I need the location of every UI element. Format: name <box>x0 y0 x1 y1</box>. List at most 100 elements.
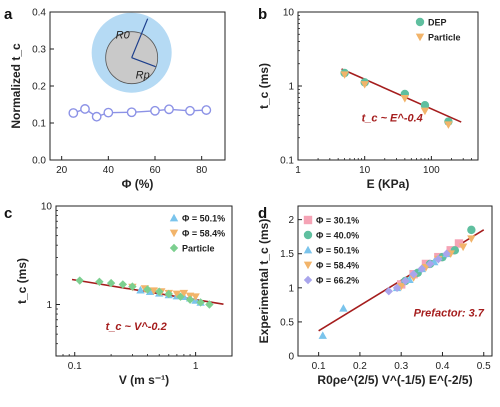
panel-letter-a: a <box>4 6 13 23</box>
x-tick-label-a: 80 <box>196 165 208 176</box>
y-tick-label-c: 1 <box>46 300 52 311</box>
y-axis-label-a: Normalized t_c <box>9 43 23 129</box>
data-point <box>205 300 214 309</box>
data-point <box>201 105 212 115</box>
data-point <box>417 264 427 273</box>
data-point <box>75 276 84 285</box>
x-axis-label-d: R0ρe^(2/5) V^(-1/5) E^(-2/5) <box>317 373 472 387</box>
data-point <box>164 104 174 115</box>
data-point <box>401 276 410 286</box>
data-point <box>126 107 137 118</box>
y-tick-label-a: 0.2 <box>32 82 46 93</box>
inset-r0-arrow <box>131 18 149 58</box>
plot-frame-d <box>297 205 493 357</box>
y-tick-label-a: 0.4 <box>32 8 46 19</box>
inset-rp-arrow <box>131 57 156 68</box>
legend-marker <box>303 261 313 270</box>
legend-marker <box>415 17 425 27</box>
data-point <box>164 289 173 299</box>
x-tick-label-c: 0.1 <box>68 361 82 372</box>
data-point <box>128 282 137 291</box>
y-tick-label-d: 2 <box>288 215 294 226</box>
data-point <box>392 283 402 293</box>
y-tick-label-a: 0.1 <box>32 119 46 130</box>
y-tick-label-d: 1.5 <box>280 249 294 260</box>
fit-label-d: Prefactor: 3.7 <box>414 307 485 319</box>
data-point <box>467 225 476 235</box>
panel-letter-b: b <box>258 6 267 23</box>
data-point <box>384 287 394 296</box>
y-tick-label-d: 1 <box>288 283 294 294</box>
data-point <box>318 331 327 339</box>
y-axis-label-c: t_c (ms) <box>15 258 29 304</box>
panel-d: d 0.1 0.2 0.3 0.4 0.5 0 0.5 1 1.5 2 R0ρe^(2/5) V^(-… <box>257 205 493 387</box>
inset-label-r0: R0 <box>116 30 131 42</box>
data-point <box>106 278 116 288</box>
data-point <box>340 71 349 79</box>
inset-label-rp: Rp <box>136 70 150 82</box>
data-point <box>442 249 451 258</box>
x-tick-label-d: 0.2 <box>353 361 367 372</box>
data-point <box>95 277 104 286</box>
legend-entry: Φ = 66.2% <box>316 276 359 286</box>
y-tick-label-b: 1 <box>288 82 294 93</box>
data-point <box>172 290 182 299</box>
data-point <box>339 304 348 312</box>
y-tick-label-b: 0.1 <box>280 156 294 167</box>
fit-label-b: t_c ~ E^-0.4 <box>362 113 423 125</box>
panel-a: a 20 40 60 80 0.0 0.1 0.2 0.3 0.4 Φ (%) Normalized … <box>4 6 226 191</box>
legend-marker <box>169 243 179 253</box>
data-point <box>467 235 476 243</box>
data-point <box>118 280 128 289</box>
data-point <box>420 101 430 110</box>
legend-entry: Φ = 50.1% <box>182 214 225 224</box>
data-point <box>103 107 114 118</box>
legend-marker <box>303 245 313 254</box>
legend-marker <box>169 229 179 238</box>
y-tick-label-d: 0 <box>288 352 294 363</box>
data-point <box>458 243 468 252</box>
y-axis-label-b: t_c (ms) <box>257 63 271 109</box>
panel-c: c 0.1 1 1 10 V (m s⁻¹) t_c (ms) t_c ~ V^-0.2 Φ =… <box>4 202 233 387</box>
x-tick-label-d: 0.1 <box>312 361 326 372</box>
panel-letter-d: d <box>258 205 267 222</box>
data-point <box>155 287 164 296</box>
data-point <box>454 239 464 248</box>
x-tick-label-c: 1 <box>193 361 199 372</box>
x-tick-label-a: 20 <box>56 165 68 176</box>
y-tick-label-a: 0.0 <box>32 156 46 167</box>
x-tick-label-b: 100 <box>423 165 440 176</box>
data-point <box>434 254 443 264</box>
x-tick-label-d: 0.3 <box>394 361 408 372</box>
x-tick-label-a: 60 <box>149 165 161 176</box>
y-axis-label-d: Experimental t_c (ms) <box>257 219 271 344</box>
data-point <box>191 293 200 301</box>
data-point <box>396 283 406 291</box>
legend-entry: Φ = 58.4% <box>316 261 359 271</box>
data-point <box>425 259 435 269</box>
data-point <box>400 95 410 103</box>
y-tick-label-a: 0.3 <box>32 45 46 56</box>
data-point <box>80 104 90 114</box>
data-point <box>196 298 205 307</box>
data-point <box>176 292 185 301</box>
legend-entry: Φ = 50.1% <box>316 246 359 256</box>
x-tick-label-b: 1 <box>295 165 301 176</box>
data-point <box>136 285 145 294</box>
data-point <box>150 105 160 116</box>
plot-frame-c <box>55 205 233 357</box>
x-tick-label-d: 0.5 <box>477 361 491 372</box>
data-point <box>360 81 369 89</box>
data-point <box>444 121 453 129</box>
data-point <box>149 287 158 295</box>
legend-marker <box>303 215 313 225</box>
fit-label-c: t_c ~ V^-0.2 <box>106 321 167 333</box>
x-axis-label-a: Φ (%) <box>122 177 154 191</box>
legend-marker <box>169 213 179 222</box>
legend-entry: Particle <box>182 244 215 254</box>
legend-entry: DEP <box>428 18 447 28</box>
y-tick-label-d: 0.5 <box>280 317 294 328</box>
legend-marker <box>303 230 313 240</box>
data-point <box>68 108 79 118</box>
